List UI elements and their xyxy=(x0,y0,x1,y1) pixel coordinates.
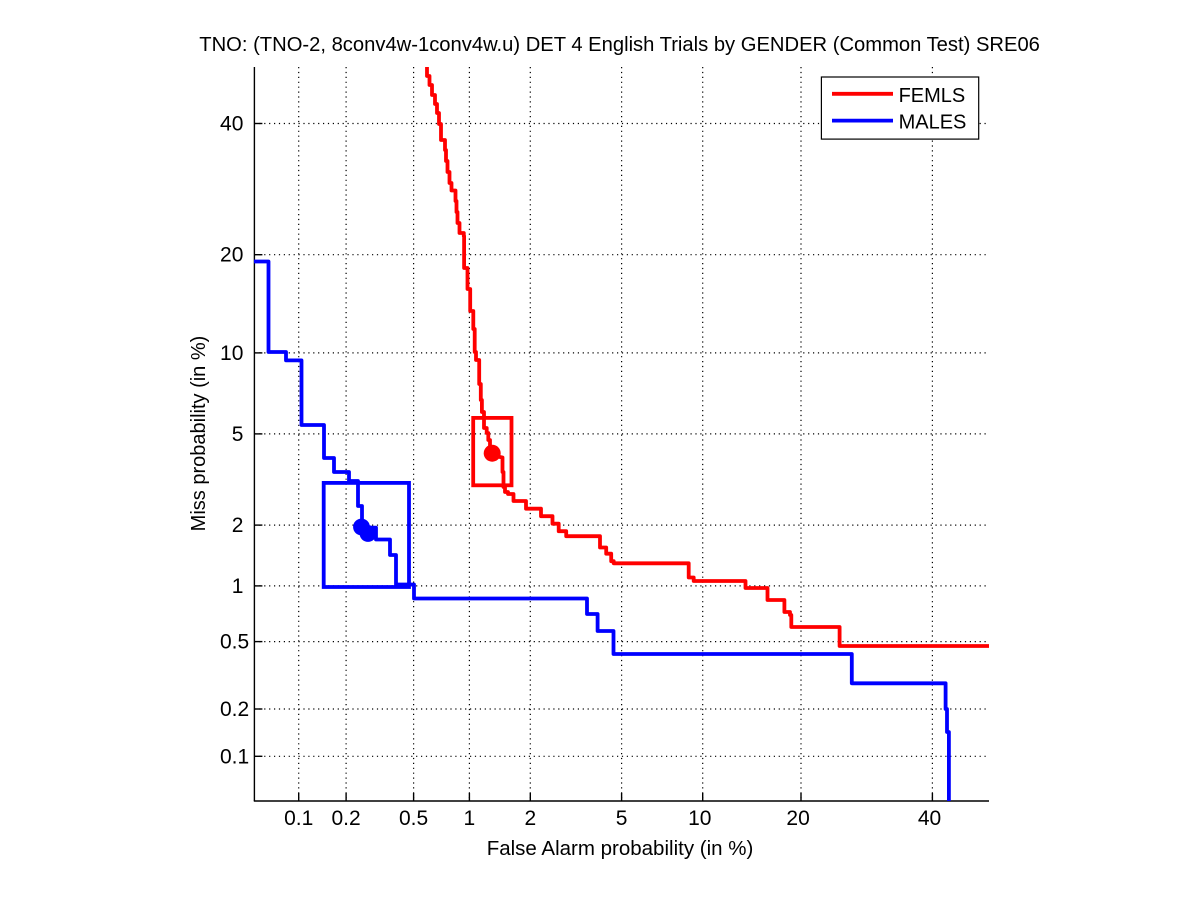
svg-text:0.5: 0.5 xyxy=(220,631,249,654)
svg-text:10: 10 xyxy=(688,807,711,830)
svg-text:MALES: MALES xyxy=(899,112,967,134)
svg-text:0.1: 0.1 xyxy=(220,745,249,768)
svg-text:2: 2 xyxy=(232,514,244,537)
svg-text:20: 20 xyxy=(220,244,243,267)
svg-text:0.5: 0.5 xyxy=(399,807,428,830)
svg-text:2: 2 xyxy=(524,807,536,830)
svg-text:40: 40 xyxy=(918,807,941,830)
svg-text:1: 1 xyxy=(464,807,476,830)
svg-text:5: 5 xyxy=(616,807,628,830)
svg-text:10: 10 xyxy=(220,342,243,365)
svg-text:0.2: 0.2 xyxy=(331,807,360,830)
svg-text:Miss probability (in %): Miss probability (in %) xyxy=(188,336,210,532)
svg-text:20: 20 xyxy=(786,807,809,830)
svg-text:1: 1 xyxy=(232,575,244,598)
svg-text:FEMLS: FEMLS xyxy=(899,85,966,107)
svg-text:0.2: 0.2 xyxy=(220,698,249,721)
svg-text:False Alarm probability (in %): False Alarm probability (in %) xyxy=(487,837,754,860)
svg-text:TNO: (TNO-2, 8conv4w-1conv4w.u: TNO: (TNO-2, 8conv4w-1conv4w.u) DET 4 En… xyxy=(199,34,1040,56)
svg-text:0.1: 0.1 xyxy=(284,807,313,830)
svg-text:5: 5 xyxy=(232,423,244,446)
svg-text:40: 40 xyxy=(220,113,243,136)
